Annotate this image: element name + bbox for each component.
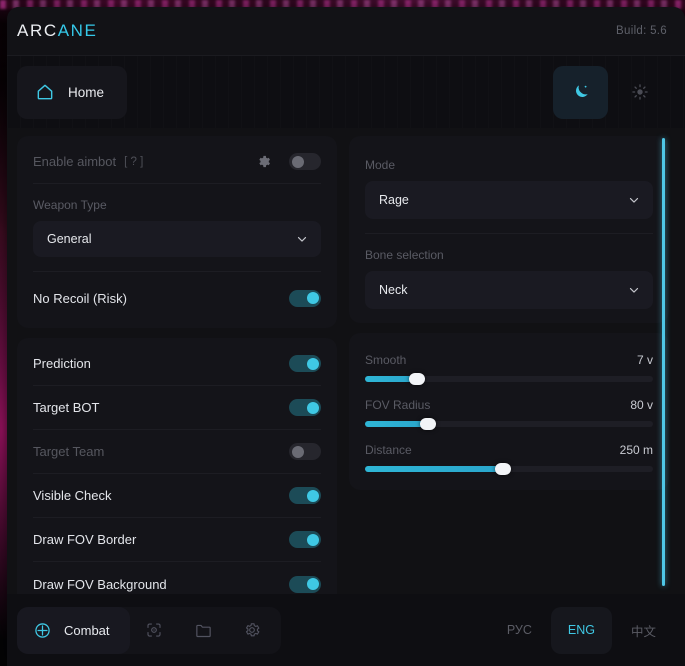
weapon-type-label: Weapon Type — [33, 198, 107, 212]
chevron-down-icon — [627, 193, 641, 207]
mode-select[interactable]: Rage — [365, 181, 653, 219]
bone-selection-label: Bone selection — [365, 248, 444, 262]
row-no-recoil[interactable]: No Recoil (Risk) — [33, 272, 321, 324]
divider — [365, 233, 653, 234]
feature-toggle[interactable] — [289, 487, 321, 504]
crosshair-icon — [33, 621, 52, 640]
mode-value: Rage — [379, 193, 409, 207]
divider — [33, 271, 321, 272]
nav-item-configs[interactable] — [179, 607, 228, 654]
settings-body: Enable aimbot [ ? ] Weapon Type General — [7, 128, 685, 594]
weapon-type-field: Weapon Type General — [33, 184, 321, 272]
lang-button-eng[interactable]: ENG — [550, 606, 612, 654]
list-item-label: Target Team — [33, 444, 105, 459]
row-enable-aimbot[interactable]: Enable aimbot [ ? ] — [33, 140, 321, 184]
gear-icon — [243, 621, 261, 639]
slider-value: 250 m — [619, 443, 653, 457]
nav-group: Combat — [17, 606, 281, 654]
no-recoil-label: No Recoil (Risk) — [33, 290, 127, 306]
logo-accent: ANE — [57, 21, 98, 40]
lang-button-rus[interactable]: РУС — [506, 623, 532, 637]
slider-label: Distance — [365, 443, 412, 457]
slider-fov-radius: FOV Radius 80 v — [365, 382, 653, 430]
slider-value: 80 v — [630, 398, 653, 412]
home-icon — [35, 82, 55, 102]
bottom-nav-bar: Combat РУС ENG 中文 — [7, 594, 685, 666]
list-item-label: Visible Check — [33, 488, 112, 503]
chevron-down-icon — [627, 283, 641, 297]
bone-selection-value: Neck — [379, 283, 408, 297]
table-row[interactable]: Target Team — [33, 430, 321, 474]
feature-toggle[interactable] — [289, 575, 321, 593]
table-row[interactable]: Draw FOV Border — [33, 518, 321, 562]
theme-toggle-group — [553, 65, 675, 119]
theme-light-button[interactable] — [612, 66, 667, 119]
build-version: Build: 5.6 — [616, 25, 667, 37]
gear-icon[interactable] — [256, 154, 271, 169]
mode-label: Mode — [365, 158, 396, 172]
slider-smooth: Smooth 7 v — [365, 337, 653, 385]
enable-aimbot-label: Enable aimbot — [33, 154, 117, 169]
moon-icon — [571, 82, 591, 102]
list-item-label: Target BOT — [33, 400, 100, 415]
feature-toggle[interactable] — [289, 399, 321, 416]
mode-card: Mode Rage Bone selection Neck — [349, 136, 669, 323]
feature-toggle[interactable] — [289, 443, 321, 460]
table-row[interactable]: Visible Check — [33, 474, 321, 518]
nav-item-combat-label: Combat — [64, 622, 110, 638]
table-row[interactable]: Prediction — [33, 342, 321, 386]
slider-track[interactable] — [365, 463, 653, 475]
enable-aimbot-toggle[interactable] — [289, 153, 321, 170]
list-item-label: Draw FOV Border — [33, 532, 137, 547]
tab-home[interactable]: Home — [17, 65, 128, 119]
slider-distance: Distance 250 m — [365, 427, 653, 475]
sun-icon — [631, 83, 649, 101]
no-recoil-toggle[interactable] — [289, 289, 321, 307]
tab-bar: Home — [7, 56, 685, 128]
list-item-label: Draw FOV Background — [33, 576, 167, 592]
slider-track[interactable] — [365, 418, 653, 430]
title-bar: ARCANE Build: 5.6 — [7, 7, 685, 56]
app-logo: ARCANE — [17, 21, 97, 41]
bone-selection-select[interactable]: Neck — [365, 271, 653, 309]
right-column: Mode Rage Bone selection Neck — [349, 136, 669, 594]
features-card: Prediction Target BOT Target Team Visibl… — [17, 338, 337, 594]
vertical-scrollbar[interactable] — [662, 138, 665, 586]
theme-dark-button[interactable] — [553, 65, 608, 119]
chevron-down-icon — [295, 232, 309, 246]
weapon-type-select[interactable]: General — [33, 221, 321, 257]
sliders-card: Smooth 7 v FOV Radius 80 v — [349, 333, 669, 490]
nav-item-visuals[interactable] — [130, 607, 179, 654]
feature-toggle[interactable] — [289, 531, 321, 548]
tab-home-label: Home — [68, 84, 105, 100]
list-item-label: Prediction — [33, 356, 91, 371]
slider-track[interactable] — [365, 373, 653, 385]
folder-icon — [194, 621, 213, 640]
lang-button-zh[interactable]: 中文 — [630, 624, 656, 639]
slider-thumb[interactable] — [420, 418, 437, 430]
language-selector: РУС ENG 中文 — [490, 606, 673, 654]
logo-prefix: ARC — [17, 21, 58, 40]
table-row[interactable]: Target BOT — [33, 386, 321, 430]
table-row[interactable]: Draw FOV Background — [33, 562, 321, 594]
slider-label: FOV Radius — [365, 398, 431, 412]
aimbot-card: Enable aimbot [ ? ] Weapon Type General — [17, 136, 337, 328]
nav-item-combat[interactable]: Combat — [17, 606, 130, 654]
enable-aimbot-help-hint[interactable]: [ ? ] — [124, 155, 144, 168]
feature-toggle[interactable] — [289, 355, 321, 372]
left-column: Enable aimbot [ ? ] Weapon Type General — [17, 136, 337, 594]
nav-item-settings[interactable] — [228, 607, 277, 654]
weapon-type-value: General — [47, 232, 92, 246]
app-window: ARCANE Build: 5.6 Home — [7, 7, 685, 666]
slider-value: 7 v — [636, 353, 653, 367]
slider-thumb[interactable] — [408, 373, 425, 385]
visuals-scan-icon — [145, 621, 163, 639]
slider-thumb[interactable] — [495, 463, 512, 475]
slider-label: Smooth — [365, 353, 407, 367]
